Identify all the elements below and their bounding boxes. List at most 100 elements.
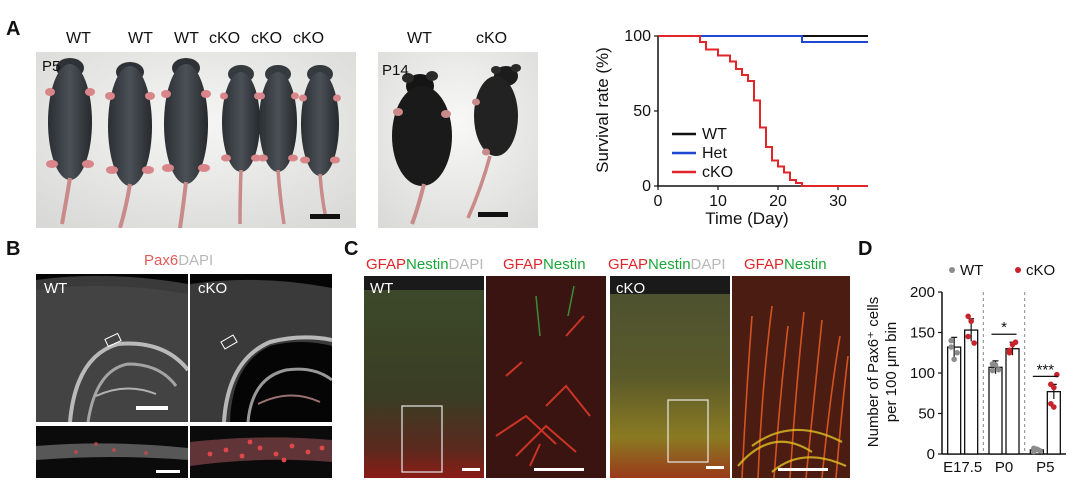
brain-section-cko: cKO [190, 274, 332, 422]
survival-legend: WT Het cKO [672, 126, 733, 181]
genotype-label: WT [128, 30, 153, 47]
p14-mice-photo: P14 [378, 52, 538, 228]
cortex-wt-overview: WT [364, 276, 484, 478]
brain-wt-drawing [36, 275, 188, 422]
legend-label: WT [960, 262, 983, 279]
panel-c-header-2: GFAPNestin [503, 256, 586, 274]
stain-gfap: GFAP [744, 256, 785, 273]
panel-c-header-3: GFAPNestinDAPI [608, 256, 726, 274]
stain-gfap: GFAP [366, 256, 407, 273]
bar-axes: 0 50 100 150 200 E17.5 P0 P5 [910, 284, 1066, 476]
mouse-3 [161, 58, 211, 228]
genotype-label: cKO [476, 30, 508, 47]
bar-cko [1046, 390, 1061, 455]
data-point [965, 333, 971, 340]
survival-axes: 0 10 20 30 0 50 100 [624, 28, 868, 210]
p14-mice-drawing [378, 52, 538, 228]
p5-mice-drawing [36, 52, 356, 228]
survival-lines [658, 35, 868, 187]
bar-wt [988, 366, 1003, 455]
brain-zoom-cko-drawing [190, 426, 332, 478]
cortex-wt-drawing [364, 276, 484, 478]
data-point [948, 344, 954, 350]
legend-label: Het [702, 145, 727, 162]
stain-dapi: DAPI [448, 256, 484, 273]
brain-label-wt: WT [44, 280, 68, 297]
cortex-cko-drawing [610, 276, 730, 478]
y-tick-label: 50 [918, 406, 935, 423]
x-tick-label: E17.5 [943, 459, 982, 476]
series-line-het [658, 35, 868, 43]
mouse-cko-p14 [466, 64, 521, 219]
y-tick-label: 100 [910, 365, 935, 382]
brain-cko-drawing [190, 279, 332, 422]
stain-nestin: Nestin [784, 256, 827, 273]
bar-y-label-line1: Number of Pax6⁺ cells [865, 297, 882, 447]
data-point [1031, 445, 1037, 452]
genotype-label: WT [174, 30, 199, 47]
bar-legend: WT cKO [949, 262, 1055, 279]
mouse-4 [220, 65, 262, 225]
mouse-wt-p14 [392, 71, 452, 225]
x-tick-label: 30 [829, 193, 847, 210]
genotype-label: cKO [209, 30, 241, 47]
panel-c-header-4: GFAPNestin [744, 256, 827, 274]
data-point [968, 318, 974, 324]
brain-zoom-wt [36, 426, 188, 478]
cortex-cko-zoom [732, 276, 850, 478]
panel-letter-c: C [344, 238, 359, 260]
y-tick-label: 0 [642, 178, 651, 195]
age-label-p14: P14 [382, 62, 409, 79]
y-tick-label: 150 [910, 325, 935, 342]
cortex-label-wt: WT [370, 280, 394, 297]
mouse-5 [257, 65, 299, 225]
panel-letter-d: D [858, 238, 873, 260]
brain-zoom-wt-drawing [36, 426, 188, 478]
x-tick-label: P5 [1036, 459, 1054, 476]
data-point [951, 356, 957, 363]
data-point [995, 366, 1002, 373]
cortex-wt-zoom-drawing [486, 276, 606, 478]
y-tick-label: 50 [633, 103, 651, 120]
data-point [989, 367, 996, 374]
stain-nestin: Nestin [648, 256, 691, 273]
mouse-1 [45, 58, 95, 225]
cortex-cko-zoom-drawing [732, 276, 850, 478]
mouse-2 [105, 62, 155, 228]
bar-cko [964, 329, 979, 455]
survival-y-label: Survival rate (%) [593, 47, 612, 173]
data-point [971, 340, 977, 346]
bar-marks: **** [947, 313, 1061, 455]
data-point [965, 313, 971, 320]
panel-b-stain-caption: Pax6DAPI [144, 252, 213, 270]
x-tick-label: 0 [654, 193, 663, 210]
significance-label: * [1001, 319, 1007, 336]
genotype-label: cKO [293, 30, 325, 47]
stain-dapi: DAPI [178, 252, 214, 269]
stain-dapi: DAPI [690, 256, 726, 273]
age-label-p5: P5 [42, 58, 61, 75]
significance-label: *** [1037, 361, 1055, 378]
stain-pax6: Pax6 [144, 252, 179, 269]
brain-label-cko: cKO [198, 280, 228, 297]
stain-nestin: Nestin [406, 256, 449, 273]
panel-c-header-1: GFAPNestinDAPI [366, 256, 484, 274]
scale-bar-b-wt [136, 406, 168, 410]
bar-wt [947, 346, 962, 455]
cortex-label-cko: cKO [616, 280, 646, 297]
data-point [1048, 381, 1054, 388]
brain-zoom-cko [190, 426, 332, 478]
y-tick-label: 0 [927, 446, 935, 463]
cortex-wt-zoom [486, 276, 606, 478]
series-line-cko [658, 35, 868, 187]
stain-gfap: GFAP [608, 256, 649, 273]
x-tick-label: 20 [769, 193, 787, 210]
data-point [948, 337, 954, 344]
data-point [1012, 339, 1019, 346]
legend-label: cKO [702, 164, 733, 181]
y-tick-label: 200 [910, 284, 935, 301]
scale-bar-p5 [310, 214, 340, 219]
survival-chart: 0 10 20 30 0 50 100 WT Het cKO Time (Day) Surviv… [593, 28, 868, 228]
data-point [1006, 347, 1013, 354]
